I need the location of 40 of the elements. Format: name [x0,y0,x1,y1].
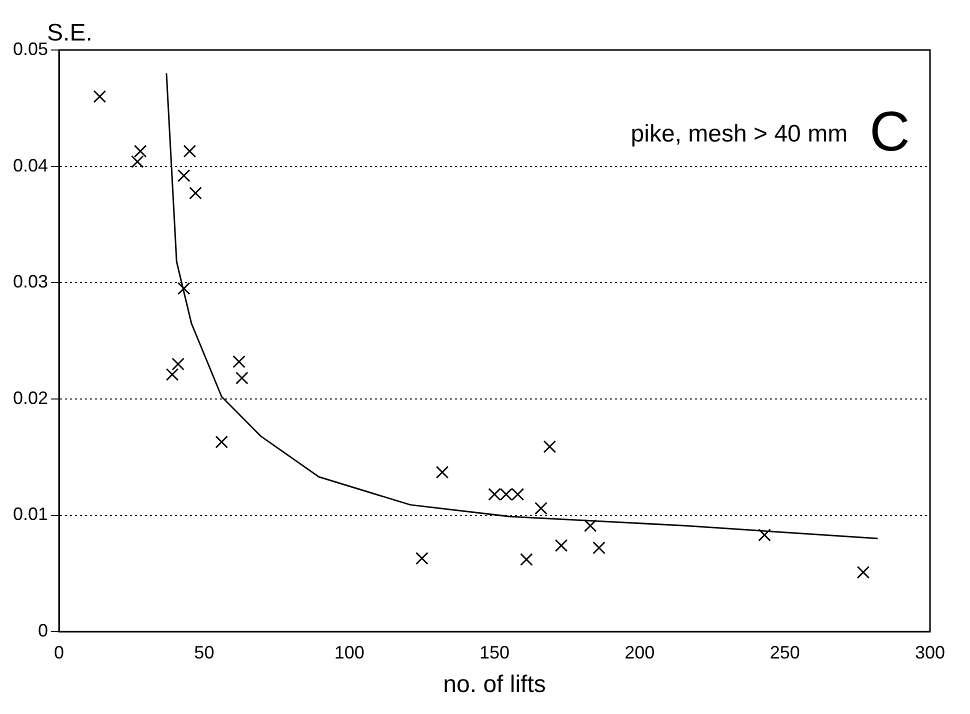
annotation: pike, mesh > 40 mm [630,120,848,148]
point [500,488,513,501]
point [758,528,771,542]
point [93,90,106,103]
point [856,566,870,579]
point [215,436,228,448]
y-tick-label: 0 [38,620,48,641]
y-tick-label: 0.01 [12,504,48,524]
point [436,466,449,479]
point [511,488,524,501]
y-axis-title: S.E. [47,20,92,47]
point [166,368,179,381]
point [236,372,248,384]
annotation: C [870,99,910,162]
point [584,519,597,532]
point [520,553,533,566]
point [416,552,428,565]
point [554,539,568,552]
x-axis-title: no. of lifts [443,671,546,698]
point [183,144,196,158]
y-tick-label: 0.02 [12,388,48,408]
point [534,502,548,515]
y-tick-label: 0.03 [12,272,48,292]
x-tick-label: 300 [914,642,946,662]
point [543,440,556,454]
point [189,186,202,200]
y-tick-label: 0.05 [12,38,48,59]
point [488,488,501,501]
x-tick-label: 50 [194,642,214,662]
x-tick-label: 200 [624,642,655,662]
x-tick-label: 0 [54,642,64,662]
point [177,169,190,182]
x-tick-label: 150 [479,642,510,662]
y-tick-label: 0.04 [12,155,48,176]
point [172,358,184,370]
point [177,282,190,295]
point [232,355,246,368]
point [592,541,606,554]
x-tick-label: 250 [770,642,800,662]
x-tick-label: 100 [334,642,364,662]
